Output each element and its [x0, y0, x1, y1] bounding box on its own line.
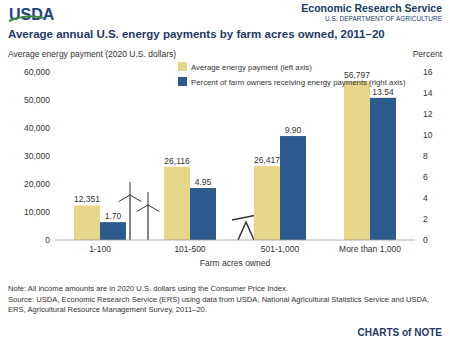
legend-swatch	[178, 77, 187, 86]
y-tick-label: 10,000	[24, 207, 50, 217]
turbine-tower	[147, 205, 148, 240]
bar	[370, 98, 396, 240]
bar	[100, 222, 126, 240]
y2-tick-label: 16	[423, 67, 433, 77]
y-axis-title: Average energy payment (2020 U.S. dollar…	[8, 49, 176, 59]
bar	[344, 81, 370, 240]
y2-tick-label: 4	[423, 193, 428, 203]
legend-label: Average energy payment (left axis)	[191, 63, 312, 72]
y2-tick-label: 8	[423, 151, 428, 161]
data-label: 9.90	[285, 125, 302, 135]
bar	[280, 136, 306, 240]
data-label: 4.95	[195, 177, 212, 187]
bar	[164, 167, 190, 240]
note: Note: All income amounts are in 2020 U.S…	[8, 284, 444, 294]
y2-tick-label: 6	[423, 172, 428, 182]
bar	[74, 205, 100, 240]
source: Source: USDA, Economic Research Service …	[8, 295, 444, 314]
x-tick-label: 1-100	[89, 244, 111, 254]
turbine-blade	[137, 205, 148, 212]
bars	[74, 81, 396, 240]
turbine-blade	[130, 195, 141, 202]
y2-tick-label: 2	[423, 214, 428, 224]
y-tick-label: 30,000	[24, 151, 50, 161]
y-tick-label: 20,000	[24, 179, 50, 189]
turbine-blade	[119, 195, 130, 202]
y-tick-label: 0	[45, 235, 50, 245]
data-label: 12,351	[74, 194, 100, 204]
y-tick-label: 50,000	[24, 95, 50, 105]
legend-swatch	[178, 62, 187, 71]
title: Average annual U.S. energy payments by f…	[8, 28, 385, 40]
bar	[254, 166, 280, 240]
data-label: 26,417	[254, 155, 280, 165]
logo-swoosh	[9, 17, 44, 21]
baseline	[55, 240, 415, 241]
x-axis-title: Farm acres owned	[200, 258, 271, 268]
y-tick-label: 40,000	[24, 123, 50, 133]
turbine-blade	[148, 192, 149, 205]
y-tick-label: 60,000	[24, 67, 50, 77]
department: U.S. DEPARTMENT OF AGRICULTURE	[325, 15, 443, 22]
y2-tick-label: 14	[423, 88, 433, 98]
data-label: 1.70	[105, 211, 122, 221]
data-label: 26,116	[164, 156, 190, 166]
legend-label: Percent of farm owners receiving energy …	[191, 78, 406, 87]
x-tick-label: 501-1,000	[261, 244, 300, 254]
turbine-blade	[148, 205, 159, 212]
y2-tick-label: 0	[423, 235, 428, 245]
y2-tick-label: 12	[423, 109, 433, 119]
turbine-blade	[130, 182, 131, 195]
service: Economic Research Service	[301, 2, 442, 14]
x-tick-label: 101-500	[174, 244, 205, 254]
bar	[190, 188, 216, 240]
y2-axis-title: Percent	[413, 49, 443, 59]
data-label: 13.54	[372, 87, 394, 97]
x-tick-label: More than 1,000	[339, 244, 401, 254]
logo: USDA	[9, 6, 55, 23]
y2-tick-label: 10	[423, 130, 433, 140]
brand: CHARTS of NOTE	[358, 327, 443, 338]
data-labels: 12,35126,11626,41756,7971.704.959.9013.5…	[74, 70, 394, 221]
turbine-tower	[129, 195, 130, 240]
